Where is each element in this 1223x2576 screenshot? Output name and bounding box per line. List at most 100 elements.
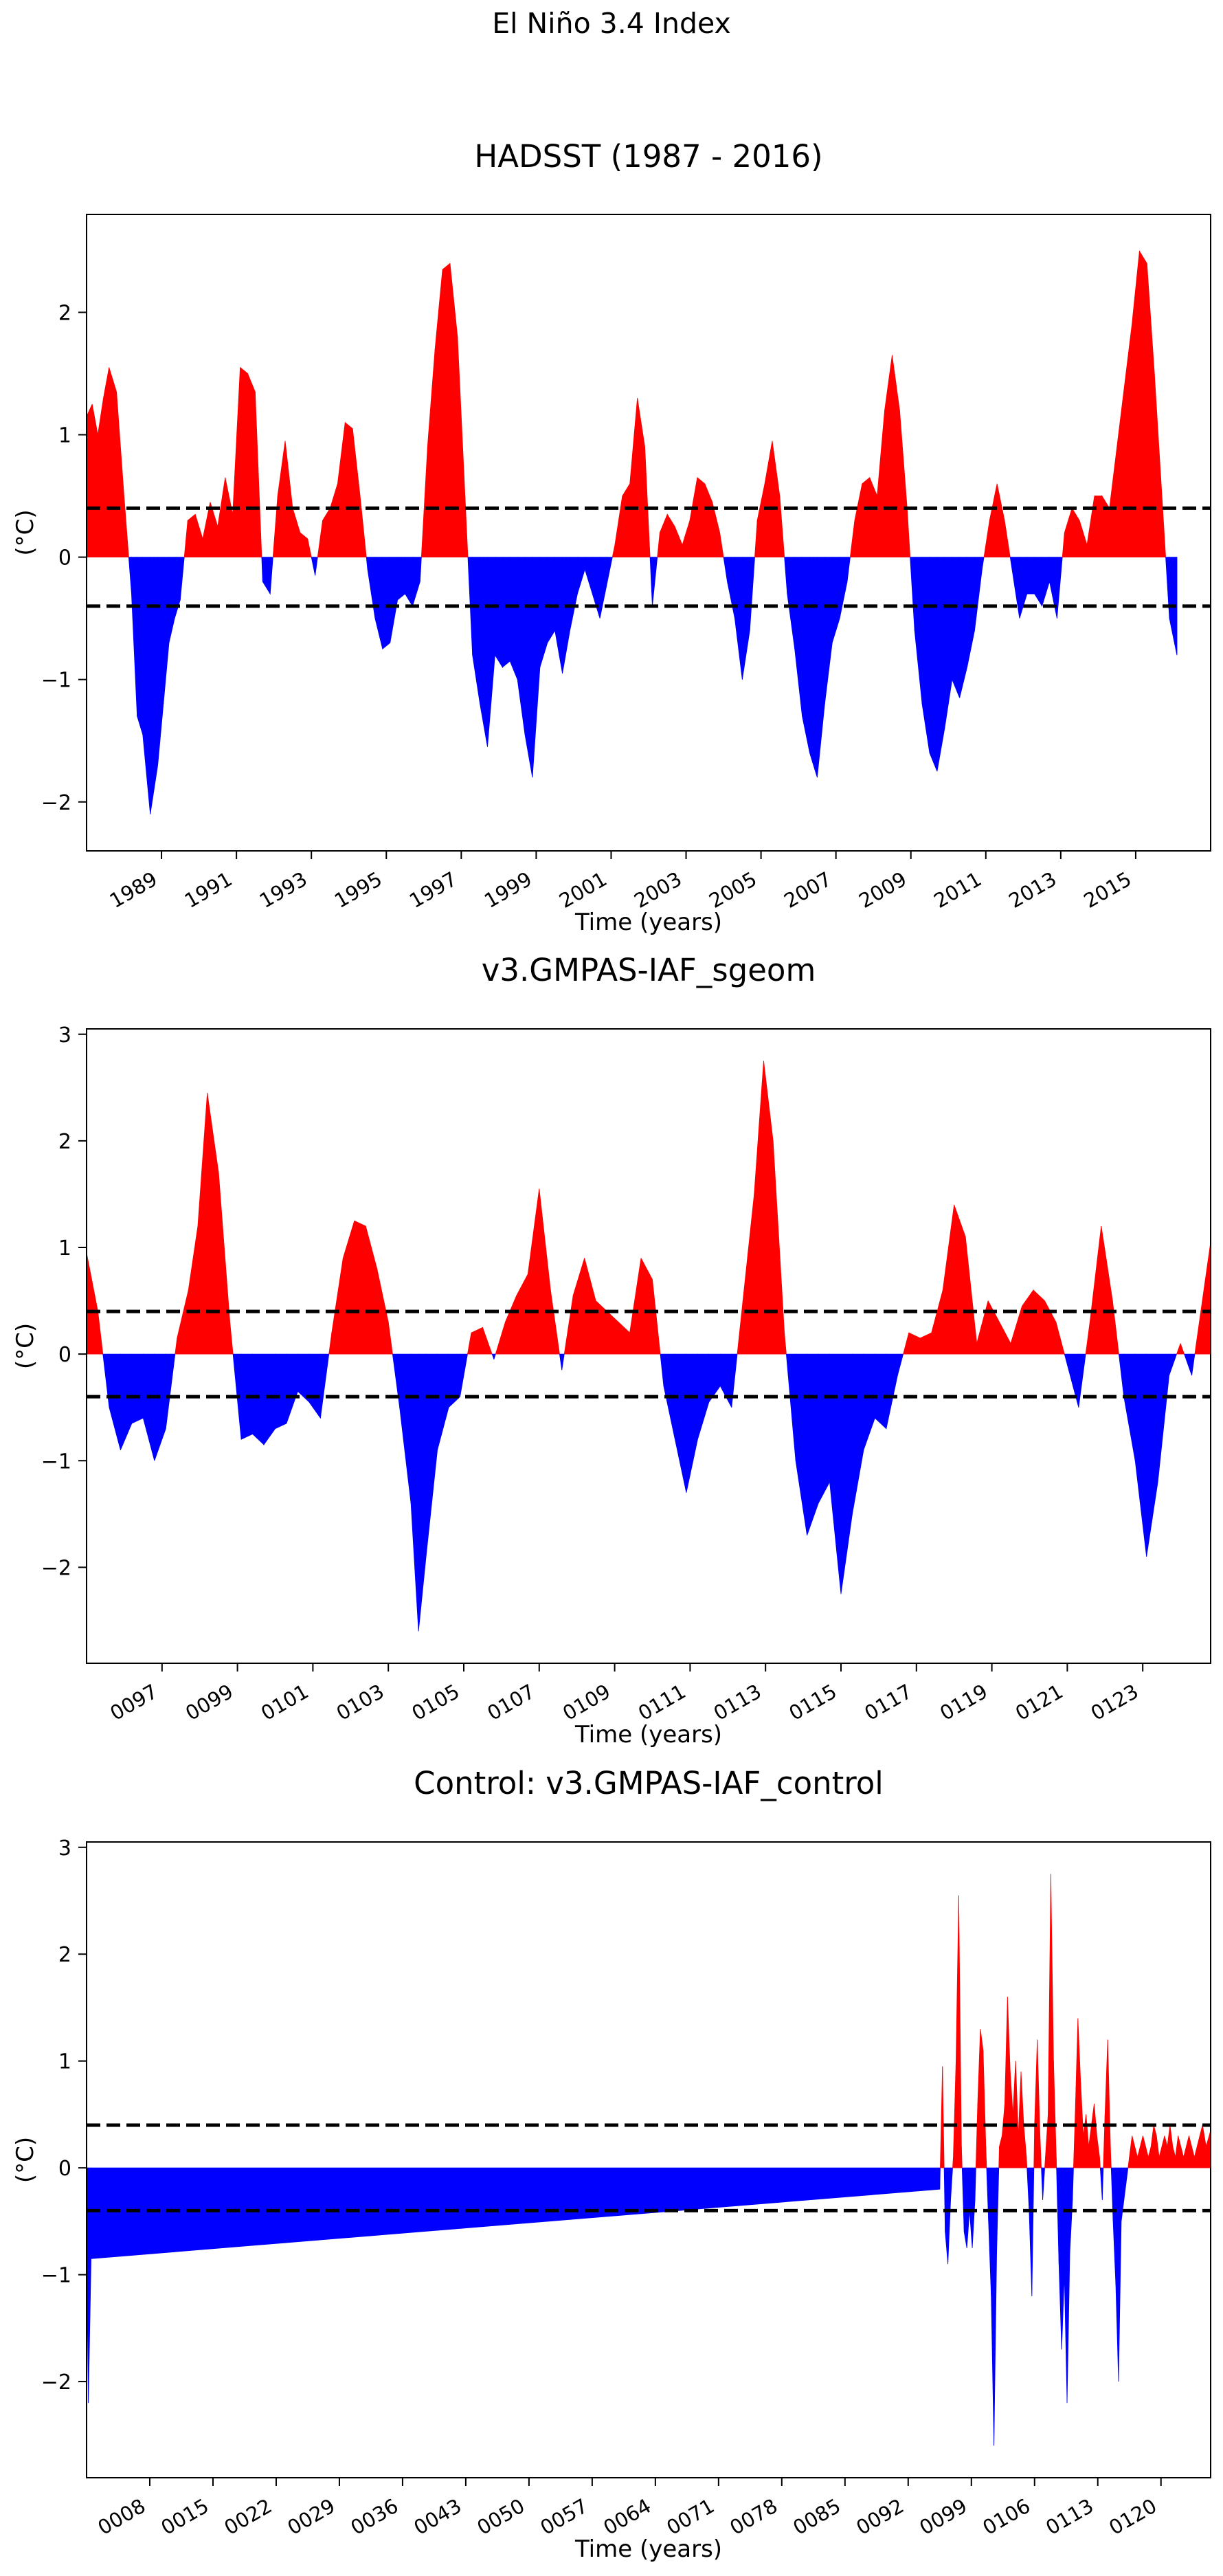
negative-area <box>1157 1353 1170 1483</box>
negative-area <box>675 1353 687 1493</box>
positive-area <box>899 410 908 558</box>
positive-area <box>629 398 638 558</box>
negative-area <box>142 557 151 814</box>
positive-area <box>1094 496 1103 558</box>
positive-area <box>595 1300 608 1355</box>
negative-area <box>1019 557 1028 619</box>
x-tick-label: 0078 <box>726 2494 781 2540</box>
negative-area <box>863 1353 875 1450</box>
positive-area <box>442 263 451 558</box>
axes-frame <box>86 1841 1211 2478</box>
y-tick-label: 2 <box>58 1943 71 1967</box>
negative-area <box>562 557 570 674</box>
positive-area <box>495 1322 506 1355</box>
negative-area <box>731 1353 738 1408</box>
negative-area <box>719 1353 732 1408</box>
positive-area <box>328 1333 333 1355</box>
negative-area <box>509 557 518 680</box>
positive-area <box>365 1225 378 1355</box>
negative-area <box>1099 2167 1103 2200</box>
negative-area <box>448 1353 460 1408</box>
negative-area <box>163 557 170 704</box>
x-tick-label: 0043 <box>409 2494 465 2540</box>
positive-area <box>985 2146 987 2168</box>
positive-area <box>977 2029 981 2168</box>
positive-area <box>980 2029 984 2168</box>
negative-area <box>914 557 923 704</box>
positive-area <box>884 355 893 558</box>
negative-area <box>131 1353 144 1424</box>
positive-area <box>1158 2146 1163 2168</box>
negative-area <box>570 557 578 631</box>
negative-area <box>959 557 967 698</box>
negative-area <box>795 1353 807 1535</box>
positive-area <box>849 520 855 558</box>
negative-area <box>749 557 755 631</box>
negative-area <box>974 2167 976 2200</box>
negative-area <box>263 1353 276 1446</box>
x-tick-label: 0103 <box>333 1680 388 1725</box>
positive-area <box>607 1311 619 1355</box>
negative-area <box>493 1353 496 1360</box>
positive-area <box>1202 2124 1207 2168</box>
positive-area <box>942 1204 955 1355</box>
positive-area <box>1075 2018 1079 2168</box>
negative-area <box>929 557 938 772</box>
negative-area <box>824 557 833 704</box>
x-tick-label: 0071 <box>662 2494 718 2540</box>
positive-area <box>277 441 286 558</box>
x-tick-label: 1995 <box>330 867 386 913</box>
x-tick-label: 0101 <box>257 1680 313 1725</box>
negative-area <box>1061 2167 1065 2350</box>
negative-area <box>794 557 803 717</box>
positive-area <box>344 421 353 558</box>
positive-area <box>550 1290 560 1355</box>
negative-area <box>1042 557 1050 606</box>
positive-area <box>644 447 651 558</box>
positive-area <box>247 373 256 558</box>
positive-area <box>666 513 675 558</box>
positive-area <box>1124 324 1132 558</box>
y-tick-label: −1 <box>41 2264 71 2288</box>
negative-area <box>686 1353 698 1493</box>
negative-area <box>1026 2167 1030 2211</box>
negative-area <box>652 557 658 606</box>
negative-area <box>1110 2167 1114 2221</box>
positive-area <box>1007 1997 1011 2168</box>
positive-area <box>342 1221 355 1355</box>
negative-area <box>1121 2167 1125 2221</box>
negative-area <box>839 557 848 619</box>
positive-area <box>330 483 338 558</box>
x-tick-label: 0115 <box>785 1680 841 1725</box>
positive-area <box>1018 2072 1022 2168</box>
negative-area <box>495 557 503 669</box>
negative-area <box>102 1353 110 1408</box>
x-tick-label: 0092 <box>852 2494 908 2540</box>
positive-area <box>742 1194 755 1355</box>
negative-area <box>1118 2167 1122 2382</box>
negative-area <box>390 557 399 643</box>
positive-area <box>1167 2124 1171 2168</box>
negative-area <box>921 557 930 753</box>
positive-area <box>87 403 93 558</box>
positive-area <box>1026 2157 1028 2168</box>
negative-area <box>1123 2167 1127 2200</box>
x-tick-label: 2011 <box>930 867 985 913</box>
positive-area <box>1175 2135 1179 2168</box>
positive-area <box>98 1311 104 1355</box>
negative-area <box>491 1353 495 1360</box>
y-tick-label: 3 <box>58 1023 71 1047</box>
positive-area <box>232 367 240 558</box>
x-tick-label: 0097 <box>106 1680 161 1725</box>
positive-area <box>719 532 724 558</box>
negative-area <box>269 557 273 595</box>
y-tick-label: −1 <box>41 669 71 693</box>
negative-area <box>1165 557 1170 619</box>
negative-area <box>174 557 181 619</box>
positive-area <box>87 1252 98 1355</box>
positive-area <box>1089 1225 1102 1355</box>
negative-area <box>829 1353 842 1595</box>
x-tick-label: 0015 <box>157 2494 213 2540</box>
positive-area <box>1097 2135 1100 2168</box>
negative-area <box>524 557 533 778</box>
